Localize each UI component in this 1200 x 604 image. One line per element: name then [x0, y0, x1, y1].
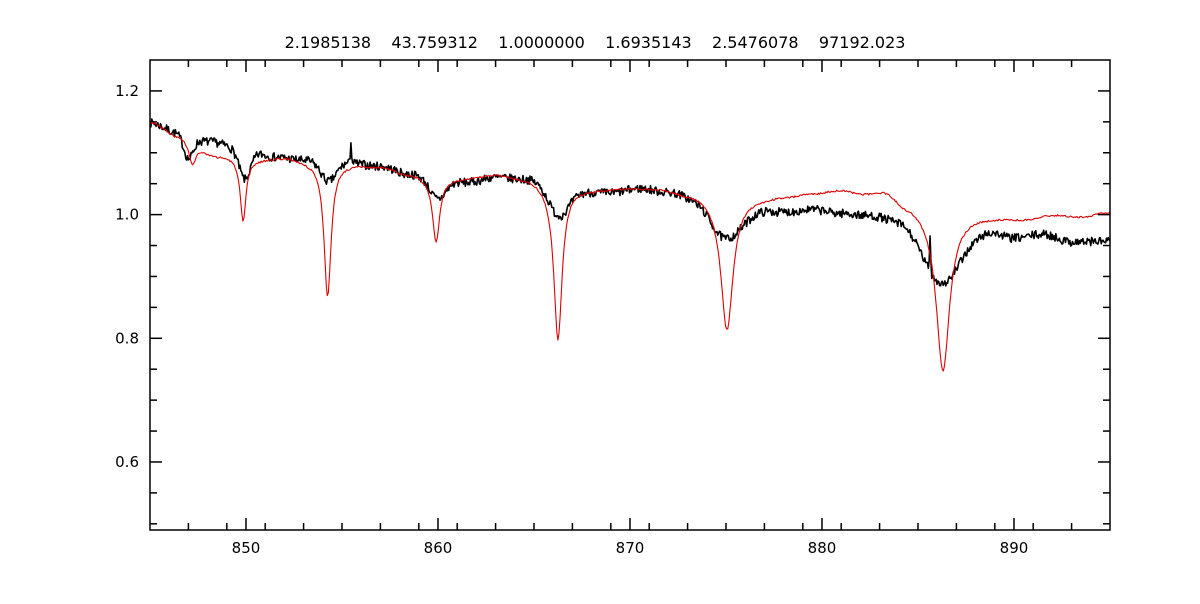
axis-frame: [149, 59, 1111, 531]
x-tick-label: 860: [424, 539, 453, 557]
y-tick-label: 0.6: [115, 453, 139, 471]
x-tick-label: 890: [1000, 539, 1029, 557]
y-tick-label: 1.0: [115, 206, 139, 224]
x-tick-label: 850: [232, 539, 261, 557]
x-tick-label: 880: [808, 539, 837, 557]
x-tick-label: 870: [616, 539, 645, 557]
model-spectrum: [150, 121, 1110, 372]
observed-spectrum: [150, 118, 1110, 287]
y-tick-label: 0.8: [115, 329, 139, 347]
y-tick-label: 1.2: [115, 82, 139, 100]
plot-title: 2.1985138 43.759312 1.0000000 1.6935143 …: [284, 33, 906, 52]
